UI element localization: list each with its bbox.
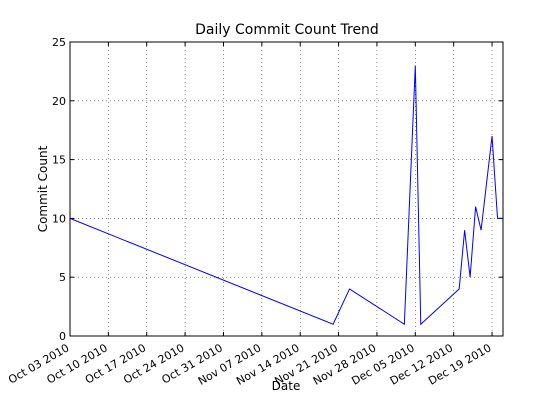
x-axis-label: Date	[272, 379, 301, 393]
series-line	[69, 65, 503, 326]
y-tick-label: 15	[52, 154, 66, 167]
grid	[70, 42, 503, 336]
data-series	[69, 65, 503, 326]
y-tick-label: 5	[59, 271, 66, 284]
chart-title: Daily Commit Count Trend	[195, 22, 379, 38]
y-axis-label: Commit Count	[36, 145, 50, 232]
y-tick-label: 25	[52, 36, 66, 49]
y-tick-label: 20	[52, 95, 66, 108]
plot-frame	[69, 41, 504, 337]
y-tick-label: 10	[52, 212, 66, 225]
y-tick-label: 0	[59, 330, 66, 343]
